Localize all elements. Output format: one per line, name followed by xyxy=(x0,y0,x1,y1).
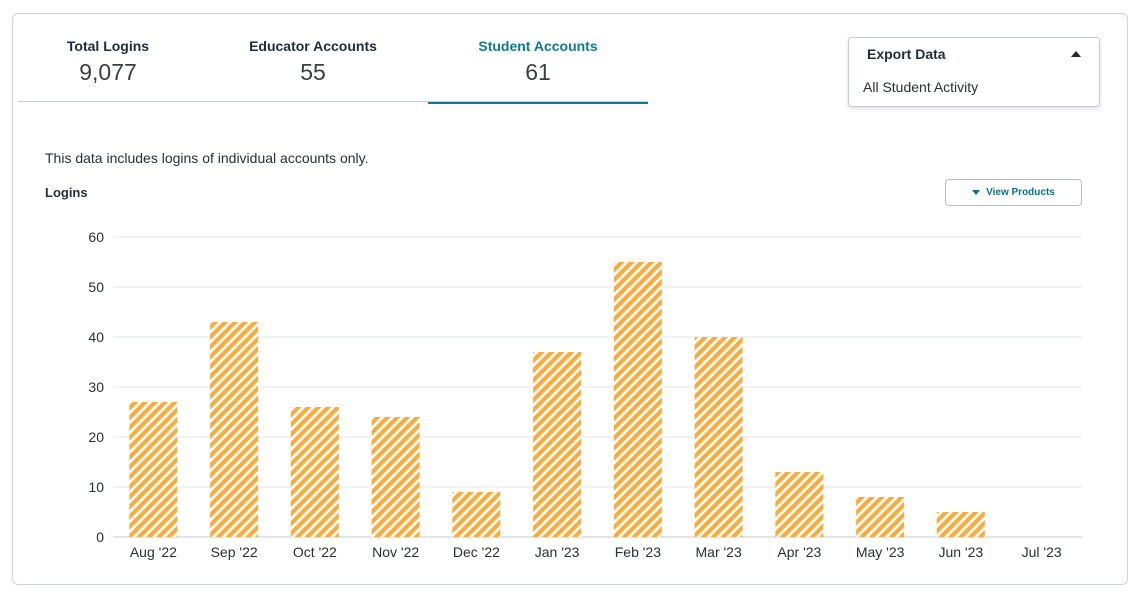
x-tick-label: Jun '23 xyxy=(939,544,984,560)
x-tick-label: Jan '23 xyxy=(535,544,580,560)
bar[interactable] xyxy=(371,417,420,537)
bar[interactable] xyxy=(129,402,178,537)
tab-total-logins[interactable]: Total Logins 9,077 xyxy=(18,14,198,103)
bar[interactable] xyxy=(856,497,905,537)
tab-label: Educator Accounts xyxy=(249,38,377,54)
x-tick-label: Nov '22 xyxy=(372,544,419,560)
y-tick-label: 10 xyxy=(88,479,104,495)
x-tick-label: Mar '23 xyxy=(696,544,742,560)
tab-label: Total Logins xyxy=(66,38,150,54)
bar[interactable] xyxy=(290,407,339,537)
x-tick-label: Feb '23 xyxy=(615,544,661,560)
y-axis-label: Logins xyxy=(45,185,88,200)
bar[interactable] xyxy=(775,472,824,537)
bar[interactable] xyxy=(452,492,501,537)
caret-down-icon xyxy=(972,189,981,195)
tab-student-accounts[interactable]: Student Accounts 61 xyxy=(428,14,648,104)
x-tick-label: Sep '22 xyxy=(211,544,258,560)
tab-label: Student Accounts xyxy=(478,38,598,54)
y-tick-label: 50 xyxy=(88,279,104,295)
y-tick-label: 40 xyxy=(88,329,104,345)
view-products-label: View Products xyxy=(986,187,1055,198)
export-data-toggle[interactable]: Export Data xyxy=(849,38,1099,70)
y-tick-label: 30 xyxy=(88,379,104,395)
bar[interactable] xyxy=(533,352,582,537)
export-data-dropdown: Export Data All Student Activity xyxy=(848,37,1100,107)
bar[interactable] xyxy=(936,512,985,537)
x-tick-label: Jul '23 xyxy=(1022,544,1062,560)
export-option-all-student-activity[interactable]: All Student Activity xyxy=(863,79,979,95)
y-tick-label: 20 xyxy=(88,429,104,445)
x-tick-label: Aug '22 xyxy=(130,544,177,560)
bar[interactable] xyxy=(210,322,259,537)
chevron-up-icon xyxy=(1071,51,1081,57)
x-tick-label: May '23 xyxy=(856,544,905,560)
y-tick-label: 60 xyxy=(88,229,104,245)
active-tab-indicator xyxy=(428,101,648,104)
bar[interactable] xyxy=(613,262,662,537)
tab-educator-accounts[interactable]: Educator Accounts 55 xyxy=(198,14,428,103)
view-products-button[interactable]: View Products xyxy=(945,179,1082,206)
export-data-title: Export Data xyxy=(867,46,946,62)
tab-value: 61 xyxy=(525,59,551,85)
tab-value: 9,077 xyxy=(79,59,137,85)
x-tick-label: Dec '22 xyxy=(453,544,500,560)
y-tick-label: 0 xyxy=(96,529,104,545)
x-tick-label: Oct '22 xyxy=(293,544,337,560)
account-tabs: Total Logins 9,077 Educator Accounts 55 … xyxy=(18,14,648,104)
bar[interactable] xyxy=(694,337,743,537)
tab-value: 55 xyxy=(300,59,326,85)
x-tick-label: Apr '23 xyxy=(777,544,821,560)
tabs-divider xyxy=(18,101,648,102)
data-note: This data includes logins of individual … xyxy=(45,150,369,166)
